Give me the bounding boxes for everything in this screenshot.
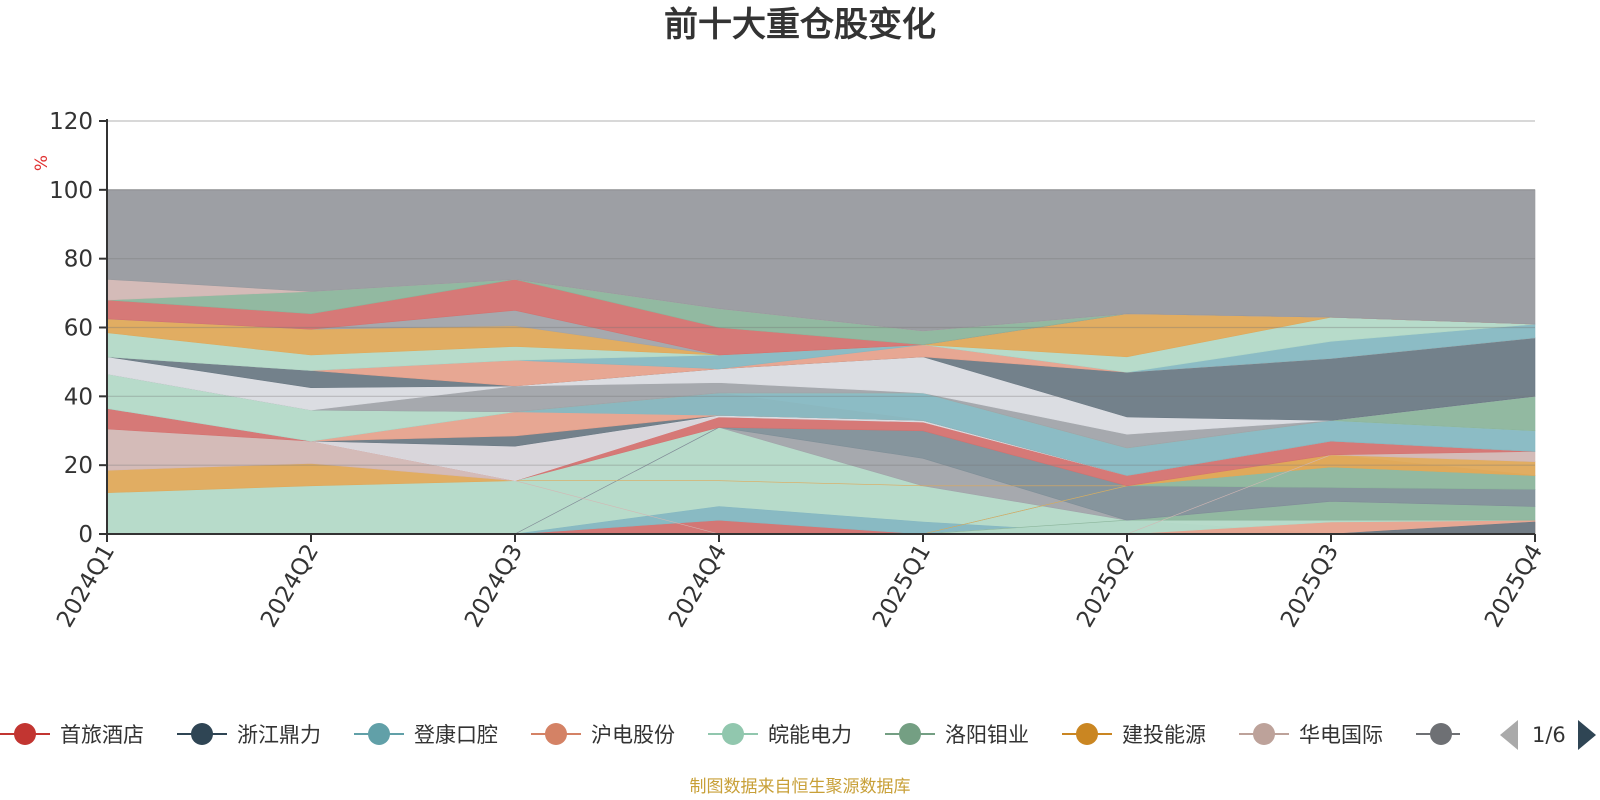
area-band (107, 506, 1535, 535)
legend-marker-icon (885, 714, 935, 754)
x-tick-label: 2024Q2 (256, 540, 324, 632)
legend-marker-icon (1416, 714, 1460, 754)
legend-item[interactable]: 华电国际 (1239, 714, 1383, 754)
legend-label: 洛阳钼业 (945, 723, 1029, 747)
y-tick-label: 40 (64, 384, 93, 410)
legend-label: 登康口腔 (414, 723, 498, 747)
legend-marker-icon (0, 714, 50, 754)
legend-marker-icon (708, 714, 758, 754)
legend-pager: 1/6 (1500, 718, 1596, 752)
legend-item[interactable]: 登康口腔 (354, 714, 498, 754)
legend-label: 皖能电力 (768, 723, 852, 747)
legend-marker-icon (177, 714, 227, 754)
legend-label: 浙江鼎力 (237, 723, 321, 747)
y-tick-label: 120 (49, 109, 93, 135)
x-tick-label: 2025Q3 (1276, 540, 1344, 632)
legend-marker-icon (1062, 714, 1112, 754)
x-tick-label: 2024Q1 (52, 540, 120, 632)
legend-item[interactable]: 沪电股份 (531, 714, 675, 754)
legend-marker-icon (1239, 714, 1289, 754)
legend-item[interactable]: 首旅酒店 (0, 714, 144, 754)
legend-label: 首旅酒店 (60, 723, 144, 747)
y-tick-label: 0 (78, 522, 93, 548)
x-tick-label: 2025Q1 (868, 540, 936, 632)
x-tick-label: 2024Q4 (664, 540, 732, 632)
y-axis-unit-label: % (32, 155, 52, 171)
area-band (106, 189, 1536, 332)
legend-item[interactable]: 洛阳钼业 (885, 714, 1029, 754)
legend-item[interactable]: 浙江鼎力 (177, 714, 321, 754)
pager-next-icon[interactable] (1577, 720, 1596, 750)
x-tick-label: 2025Q2 (1072, 540, 1140, 632)
legend-label: 建投能源 (1122, 723, 1206, 747)
legend-label: 华电国际 (1299, 723, 1383, 747)
source-note: 制图数据来自恒生聚源数据库 (689, 777, 911, 797)
legend-item[interactable]: 建投能源 (1062, 714, 1206, 754)
y-tick-label: 20 (64, 453, 93, 479)
y-tick-label: 100 (49, 178, 93, 204)
chart-title: 前十大重仓股变化 (664, 5, 936, 45)
legend: 首旅酒店 浙江鼎力 登康口腔 沪电股份 皖能电力 洛阳钼业 建投能源 华电国际 金 (0, 714, 1460, 754)
legend-marker-icon (354, 714, 404, 754)
legend-label: 沪电股份 (591, 723, 675, 747)
y-tick-label: 60 (64, 316, 93, 342)
area-series (106, 189, 1536, 535)
y-tick-label: 80 (64, 247, 93, 273)
x-tick-label: 2024Q3 (460, 540, 528, 632)
legend-marker-icon (531, 714, 581, 754)
legend-item[interactable]: 皖能电力 (708, 714, 852, 754)
legend-item[interactable]: 金 (1416, 714, 1460, 754)
pager-prev-icon[interactable] (1500, 720, 1518, 750)
x-tick-label: 2025Q4 (1480, 540, 1548, 632)
area-band (106, 428, 1536, 535)
pager-page-indicator: 1/6 (1532, 723, 1566, 747)
